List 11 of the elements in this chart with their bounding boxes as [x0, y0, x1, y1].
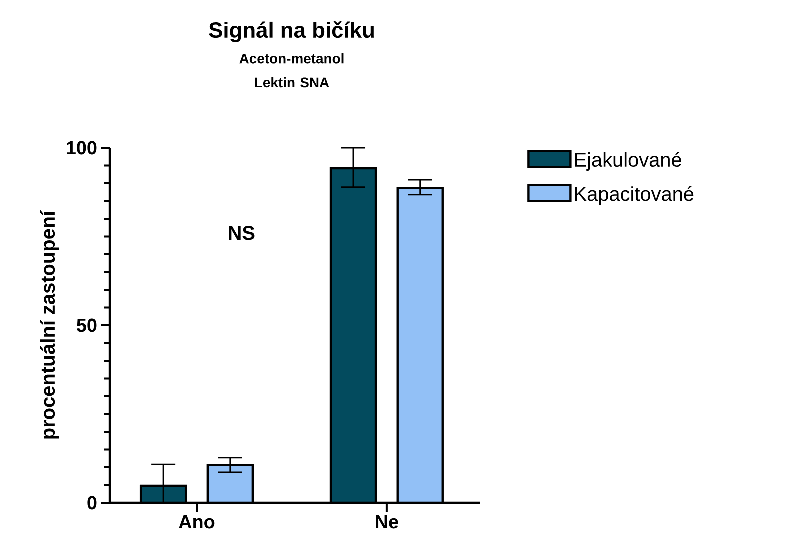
y-axis-title: procentuální zastoupení — [40, 210, 60, 439]
legend-label: Ejakulované — [575, 152, 682, 172]
annotation: NS — [229, 226, 255, 240]
x-tick-label: Ne — [376, 516, 398, 529]
y-tick-label: 100 — [67, 141, 97, 155]
x-tick-label: Ano — [179, 516, 215, 529]
y-tick-label: 50 — [77, 318, 97, 332]
legend-label: Kapacitované — [575, 186, 694, 206]
chart-subtitle: Aceton-metanol Lektin SNA — [240, 54, 344, 88]
y-tick-label: 0 — [88, 496, 97, 510]
chart-title: Signál na bičíku — [209, 21, 374, 42]
